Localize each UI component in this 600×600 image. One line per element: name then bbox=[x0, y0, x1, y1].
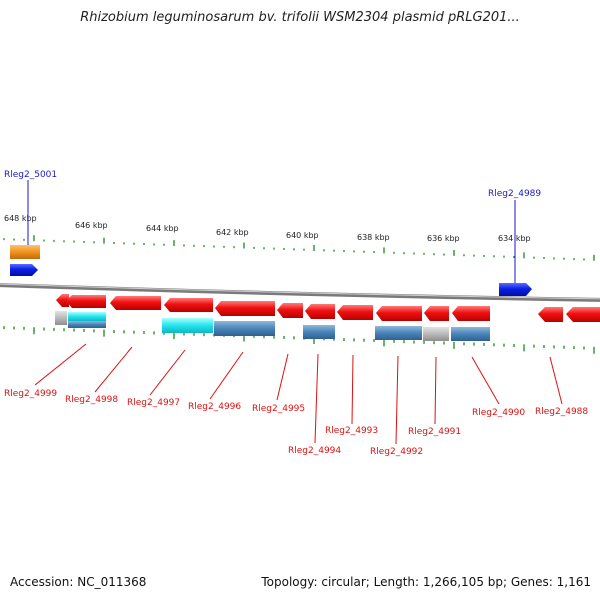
tick-label-642: 642 kbp bbox=[216, 228, 249, 237]
tick-label-646: 646 kbp bbox=[75, 221, 108, 230]
genome-backbone bbox=[0, 283, 600, 302]
gene-4993[interactable] bbox=[305, 304, 335, 319]
label-rleg2-5001[interactable]: Rleg2_5001 bbox=[4, 170, 57, 180]
gene-4997[interactable] bbox=[110, 296, 161, 310]
position-axis: 648 kbp 646 kbp 644 kbp 642 kbp 640 kbp … bbox=[4, 214, 531, 243]
label-rleg2-4997[interactable]: Rleg2_4997 bbox=[127, 398, 180, 408]
gene-4990[interactable] bbox=[452, 306, 490, 321]
tick-label-636: 636 kbp bbox=[427, 234, 460, 243]
gene-4987[interactable] bbox=[566, 307, 600, 322]
block-steel-1 bbox=[68, 321, 106, 328]
reverse-strand bbox=[56, 294, 600, 322]
label-rleg2-4995[interactable]: Rleg2_4995 bbox=[252, 404, 305, 414]
tick-label-640: 640 kbp bbox=[286, 231, 319, 240]
label-rleg2-4992[interactable]: Rleg2_4992 bbox=[370, 447, 423, 457]
gene-4999[interactable] bbox=[56, 294, 69, 307]
label-rleg2-4989[interactable]: Rleg2_4989 bbox=[488, 189, 541, 199]
gene-4995[interactable] bbox=[215, 301, 275, 316]
genome-summary: Topology: circular; Length: 1,266,105 bp… bbox=[261, 575, 591, 589]
label-rleg2-4996[interactable]: Rleg2_4996 bbox=[188, 402, 241, 412]
block-steel-5 bbox=[451, 327, 490, 341]
gene-4996[interactable] bbox=[164, 298, 213, 312]
rna-feature-5001[interactable] bbox=[10, 245, 40, 259]
map-title: Rhizobium leguminosarum bv. trifolii WSM… bbox=[80, 10, 520, 25]
forward-strand: Rleg2_5001 Rleg2_4989 bbox=[4, 170, 541, 296]
label-leaders bbox=[34, 343, 563, 445]
label-rleg2-4990[interactable]: Rleg2_4990 bbox=[472, 408, 525, 418]
block-gray-2 bbox=[423, 327, 449, 341]
gene-4988[interactable] bbox=[538, 307, 563, 322]
feature-blocks bbox=[55, 311, 490, 341]
tick-label-638: 638 kbp bbox=[357, 233, 390, 242]
label-rleg2-4994[interactable]: Rleg2_4994 bbox=[288, 446, 341, 456]
gene-4989[interactable] bbox=[499, 283, 532, 296]
gene-4991[interactable] bbox=[376, 306, 422, 321]
gene-5001[interactable] bbox=[10, 264, 38, 276]
top-scale-ticks bbox=[3, 235, 595, 261]
bottom-scale-ticks bbox=[3, 326, 595, 354]
block-steel-2 bbox=[214, 321, 275, 336]
gene-4994[interactable] bbox=[277, 303, 303, 318]
block-steel-4 bbox=[375, 326, 422, 340]
label-rleg2-4998[interactable]: Rleg2_4998 bbox=[65, 395, 118, 405]
block-cyan-1 bbox=[68, 312, 106, 321]
label-rleg2-4988[interactable]: Rleg2_4988 bbox=[535, 407, 588, 417]
label-rleg2-4993[interactable]: Rleg2_4993 bbox=[325, 426, 378, 436]
tick-label-634: 634 kbp bbox=[498, 234, 531, 243]
block-cyan-2 bbox=[162, 318, 213, 333]
bottom-gene-labels: Rleg2_4999 Rleg2_4998 Rleg2_4997 Rleg2_4… bbox=[4, 389, 588, 457]
block-gray-1 bbox=[55, 311, 67, 325]
tick-label-648: 648 kbp bbox=[4, 214, 37, 223]
accession-label: Accession: NC_011368 bbox=[10, 575, 147, 589]
label-rleg2-4999[interactable]: Rleg2_4999 bbox=[4, 389, 57, 399]
gene-4998-arrow[interactable] bbox=[66, 295, 106, 308]
block-steel-3 bbox=[303, 325, 335, 339]
label-rleg2-4991[interactable]: Rleg2_4991 bbox=[408, 427, 461, 437]
gene-4992[interactable] bbox=[337, 305, 373, 320]
tick-label-644: 644 kbp bbox=[146, 224, 179, 233]
gene-4991b[interactable] bbox=[424, 306, 449, 321]
